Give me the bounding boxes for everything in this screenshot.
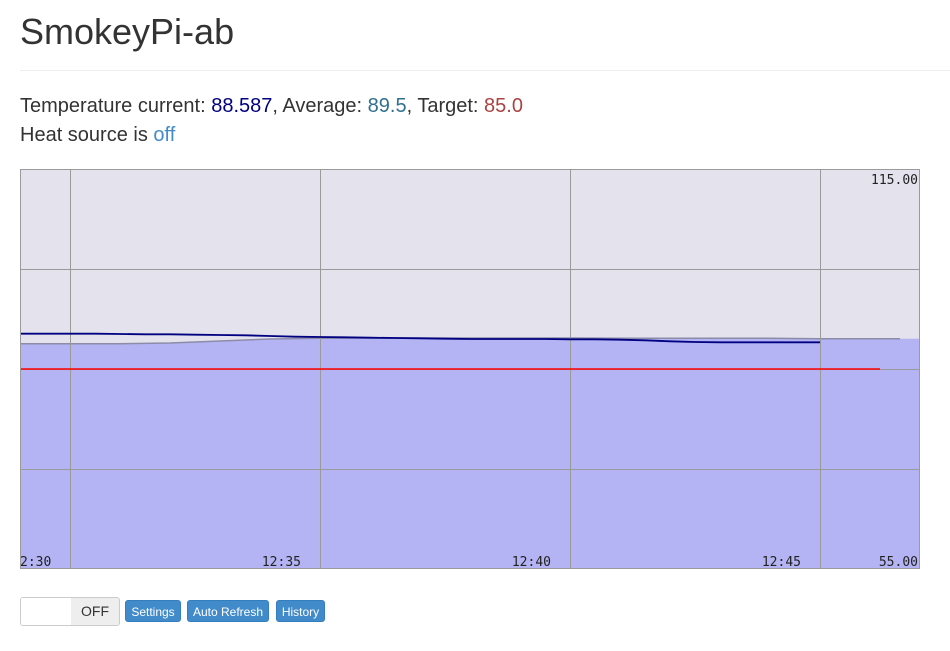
x-tick-label-3: 12:40 <box>512 555 551 569</box>
y-tick-label-bottom: 55.00 <box>879 555 918 569</box>
heat-source-value: off <box>153 124 176 146</box>
temperature-status: Temperature current: 88.587, Average: 89… <box>20 94 523 118</box>
x-tick-label-2: 12:35 <box>262 555 301 569</box>
temperature-chart-svg: 115.00 55.00 2:30 12:35 12:40 12:45 <box>20 169 920 569</box>
temperature-current-label: Temperature current: <box>20 95 212 117</box>
x-tick-label-1: 2:30 <box>20 555 51 569</box>
header-divider <box>20 70 950 71</box>
temperature-current-value: 88.587 <box>211 95 273 117</box>
temperature-chart: 115.00 55.00 2:30 12:35 12:40 12:45 <box>20 169 920 569</box>
current-series-line <box>20 332 820 344</box>
heat-source-label: Heat source is <box>20 124 154 146</box>
page-title: SmokeyPi-ab <box>20 11 235 52</box>
x-tick-label-4: 12:45 <box>762 555 801 569</box>
average-label: , Average: <box>272 95 368 117</box>
plot-border <box>20 169 920 569</box>
auto-refresh-button[interactable]: Auto Refresh <box>187 600 269 622</box>
target-value: 85.0 <box>484 95 523 117</box>
heat-source-status: Heat source is off <box>20 123 175 147</box>
average-series-area <box>20 338 920 569</box>
settings-button[interactable]: Settings <box>125 600 181 622</box>
toggle-off-label: OFF <box>71 598 119 625</box>
average-value: 89.5 <box>367 95 407 117</box>
y-tick-label-top: 115.00 <box>871 173 918 188</box>
toggle-handle[interactable] <box>21 598 71 625</box>
target-label: , Target: <box>406 95 485 117</box>
history-button[interactable]: History <box>276 600 325 622</box>
heat-toggle-switch[interactable]: OFF <box>20 597 120 626</box>
